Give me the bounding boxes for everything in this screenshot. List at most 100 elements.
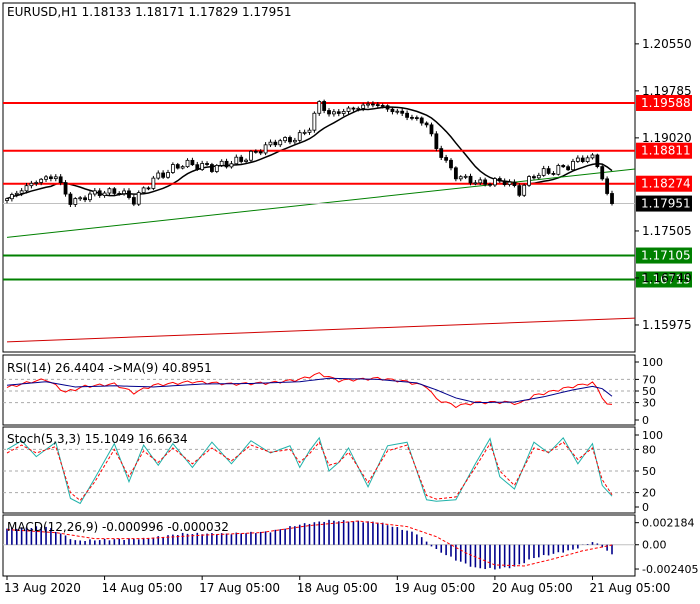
rsi-ma-line bbox=[6, 377, 613, 404]
candle-body bbox=[302, 131, 307, 134]
candle-body bbox=[522, 184, 527, 196]
candle-body bbox=[532, 176, 536, 179]
level-label: 1.18811 bbox=[641, 144, 691, 158]
candle-body bbox=[170, 164, 175, 173]
candle-body bbox=[585, 157, 590, 162]
candle-body bbox=[390, 108, 395, 113]
candle-body bbox=[151, 177, 156, 189]
candle-body bbox=[258, 151, 263, 154]
rsi-panel bbox=[2, 354, 636, 426]
candle-body bbox=[571, 160, 575, 171]
candle-body bbox=[439, 148, 444, 158]
y-tick-label: 1.20550 bbox=[642, 37, 692, 51]
stoch-panel bbox=[2, 426, 636, 514]
rsi-line bbox=[6, 372, 613, 409]
candle-body bbox=[405, 112, 409, 118]
candle-body bbox=[600, 166, 605, 180]
candle-body bbox=[366, 103, 370, 106]
level-label-box bbox=[636, 175, 692, 192]
candle-body bbox=[44, 176, 48, 180]
macd-tick-label: 0.002184 bbox=[642, 517, 695, 530]
candle-body bbox=[336, 111, 341, 114]
rsi-tick-label: 70 bbox=[642, 373, 656, 386]
candle-body bbox=[410, 116, 414, 119]
candle-body bbox=[507, 181, 512, 186]
candle-body bbox=[434, 133, 439, 149]
candle-body bbox=[502, 180, 507, 186]
candle-body bbox=[488, 183, 492, 186]
y-tick-label: 1.16740 bbox=[642, 271, 692, 285]
candle-body bbox=[92, 190, 97, 195]
x-tick-label: 14 Aug 05:00 bbox=[102, 581, 183, 595]
candle-body bbox=[229, 163, 234, 168]
x-tick-label: 13 Aug 2020 bbox=[4, 581, 81, 595]
stoch-main-line bbox=[6, 436, 613, 505]
candle-body bbox=[278, 140, 283, 146]
level-label: 1.18274 bbox=[641, 177, 691, 191]
candle-body bbox=[361, 104, 366, 109]
candle-body bbox=[244, 159, 248, 162]
candle-body bbox=[88, 193, 92, 201]
candle-body bbox=[268, 141, 273, 146]
candle-body bbox=[185, 159, 190, 168]
candle-body bbox=[224, 160, 229, 168]
candle-body bbox=[356, 107, 361, 110]
candle-body bbox=[419, 117, 424, 124]
candle-body bbox=[527, 176, 531, 186]
candle-body bbox=[312, 112, 317, 131]
candle-body bbox=[83, 197, 87, 201]
candle-body bbox=[219, 160, 224, 166]
candle-body bbox=[29, 182, 34, 187]
candle-body bbox=[78, 197, 83, 200]
candle-body bbox=[449, 159, 453, 169]
candle-body bbox=[39, 178, 44, 183]
candle-body bbox=[288, 137, 292, 143]
candle-body bbox=[146, 187, 151, 190]
candle-body bbox=[34, 182, 39, 184]
macd-signal-line bbox=[6, 520, 613, 567]
candle-body bbox=[590, 154, 595, 159]
candle-body bbox=[444, 157, 449, 161]
candle-body bbox=[453, 167, 458, 180]
rsi-tick-label: 30 bbox=[642, 397, 656, 410]
price-panel-label: EURUSD,H1 1.18133 1.18171 1.17829 1.1795… bbox=[7, 5, 292, 19]
x-tick-label: 20 Aug 05:00 bbox=[492, 581, 573, 595]
candle-body bbox=[292, 139, 297, 143]
trendline bbox=[6, 317, 636, 343]
candle-body bbox=[156, 172, 161, 179]
candle-body bbox=[351, 107, 356, 110]
candle-body bbox=[385, 105, 390, 110]
stoch-tick-label: 80 bbox=[642, 443, 656, 456]
y-tick-label: 1.19020 bbox=[642, 131, 692, 145]
candle-body bbox=[297, 132, 302, 141]
candle-body bbox=[468, 175, 473, 184]
candle-body bbox=[512, 181, 517, 187]
candle-body bbox=[497, 178, 502, 182]
candle-body bbox=[551, 173, 556, 175]
candle-body bbox=[327, 110, 331, 115]
candle-body bbox=[166, 172, 170, 178]
rsi-panel-label: RSI(14) 26.4404 ->MA(9) 40.8951 bbox=[7, 361, 212, 375]
level-label: 1.17105 bbox=[641, 249, 691, 263]
candle-body bbox=[493, 178, 497, 186]
level-label-box bbox=[636, 94, 692, 111]
candle-body bbox=[331, 111, 336, 115]
candle-body bbox=[200, 163, 205, 171]
candle-body bbox=[478, 179, 483, 184]
candle-body bbox=[380, 105, 385, 107]
x-tick-label: 19 Aug 05:00 bbox=[394, 581, 475, 595]
candle-body bbox=[307, 129, 312, 133]
candle-body bbox=[122, 190, 126, 195]
rsi-tick-label: 0 bbox=[642, 414, 649, 427]
candle-body bbox=[253, 150, 258, 153]
candle-body bbox=[53, 176, 58, 180]
candle-body bbox=[19, 190, 24, 194]
candle-body bbox=[429, 124, 434, 135]
candle-body bbox=[102, 192, 107, 196]
candle-body bbox=[195, 164, 200, 171]
level-label-box bbox=[636, 142, 692, 159]
candle-body bbox=[346, 107, 351, 112]
candle-body bbox=[68, 193, 73, 205]
y-tick-label: 1.19785 bbox=[642, 84, 692, 98]
